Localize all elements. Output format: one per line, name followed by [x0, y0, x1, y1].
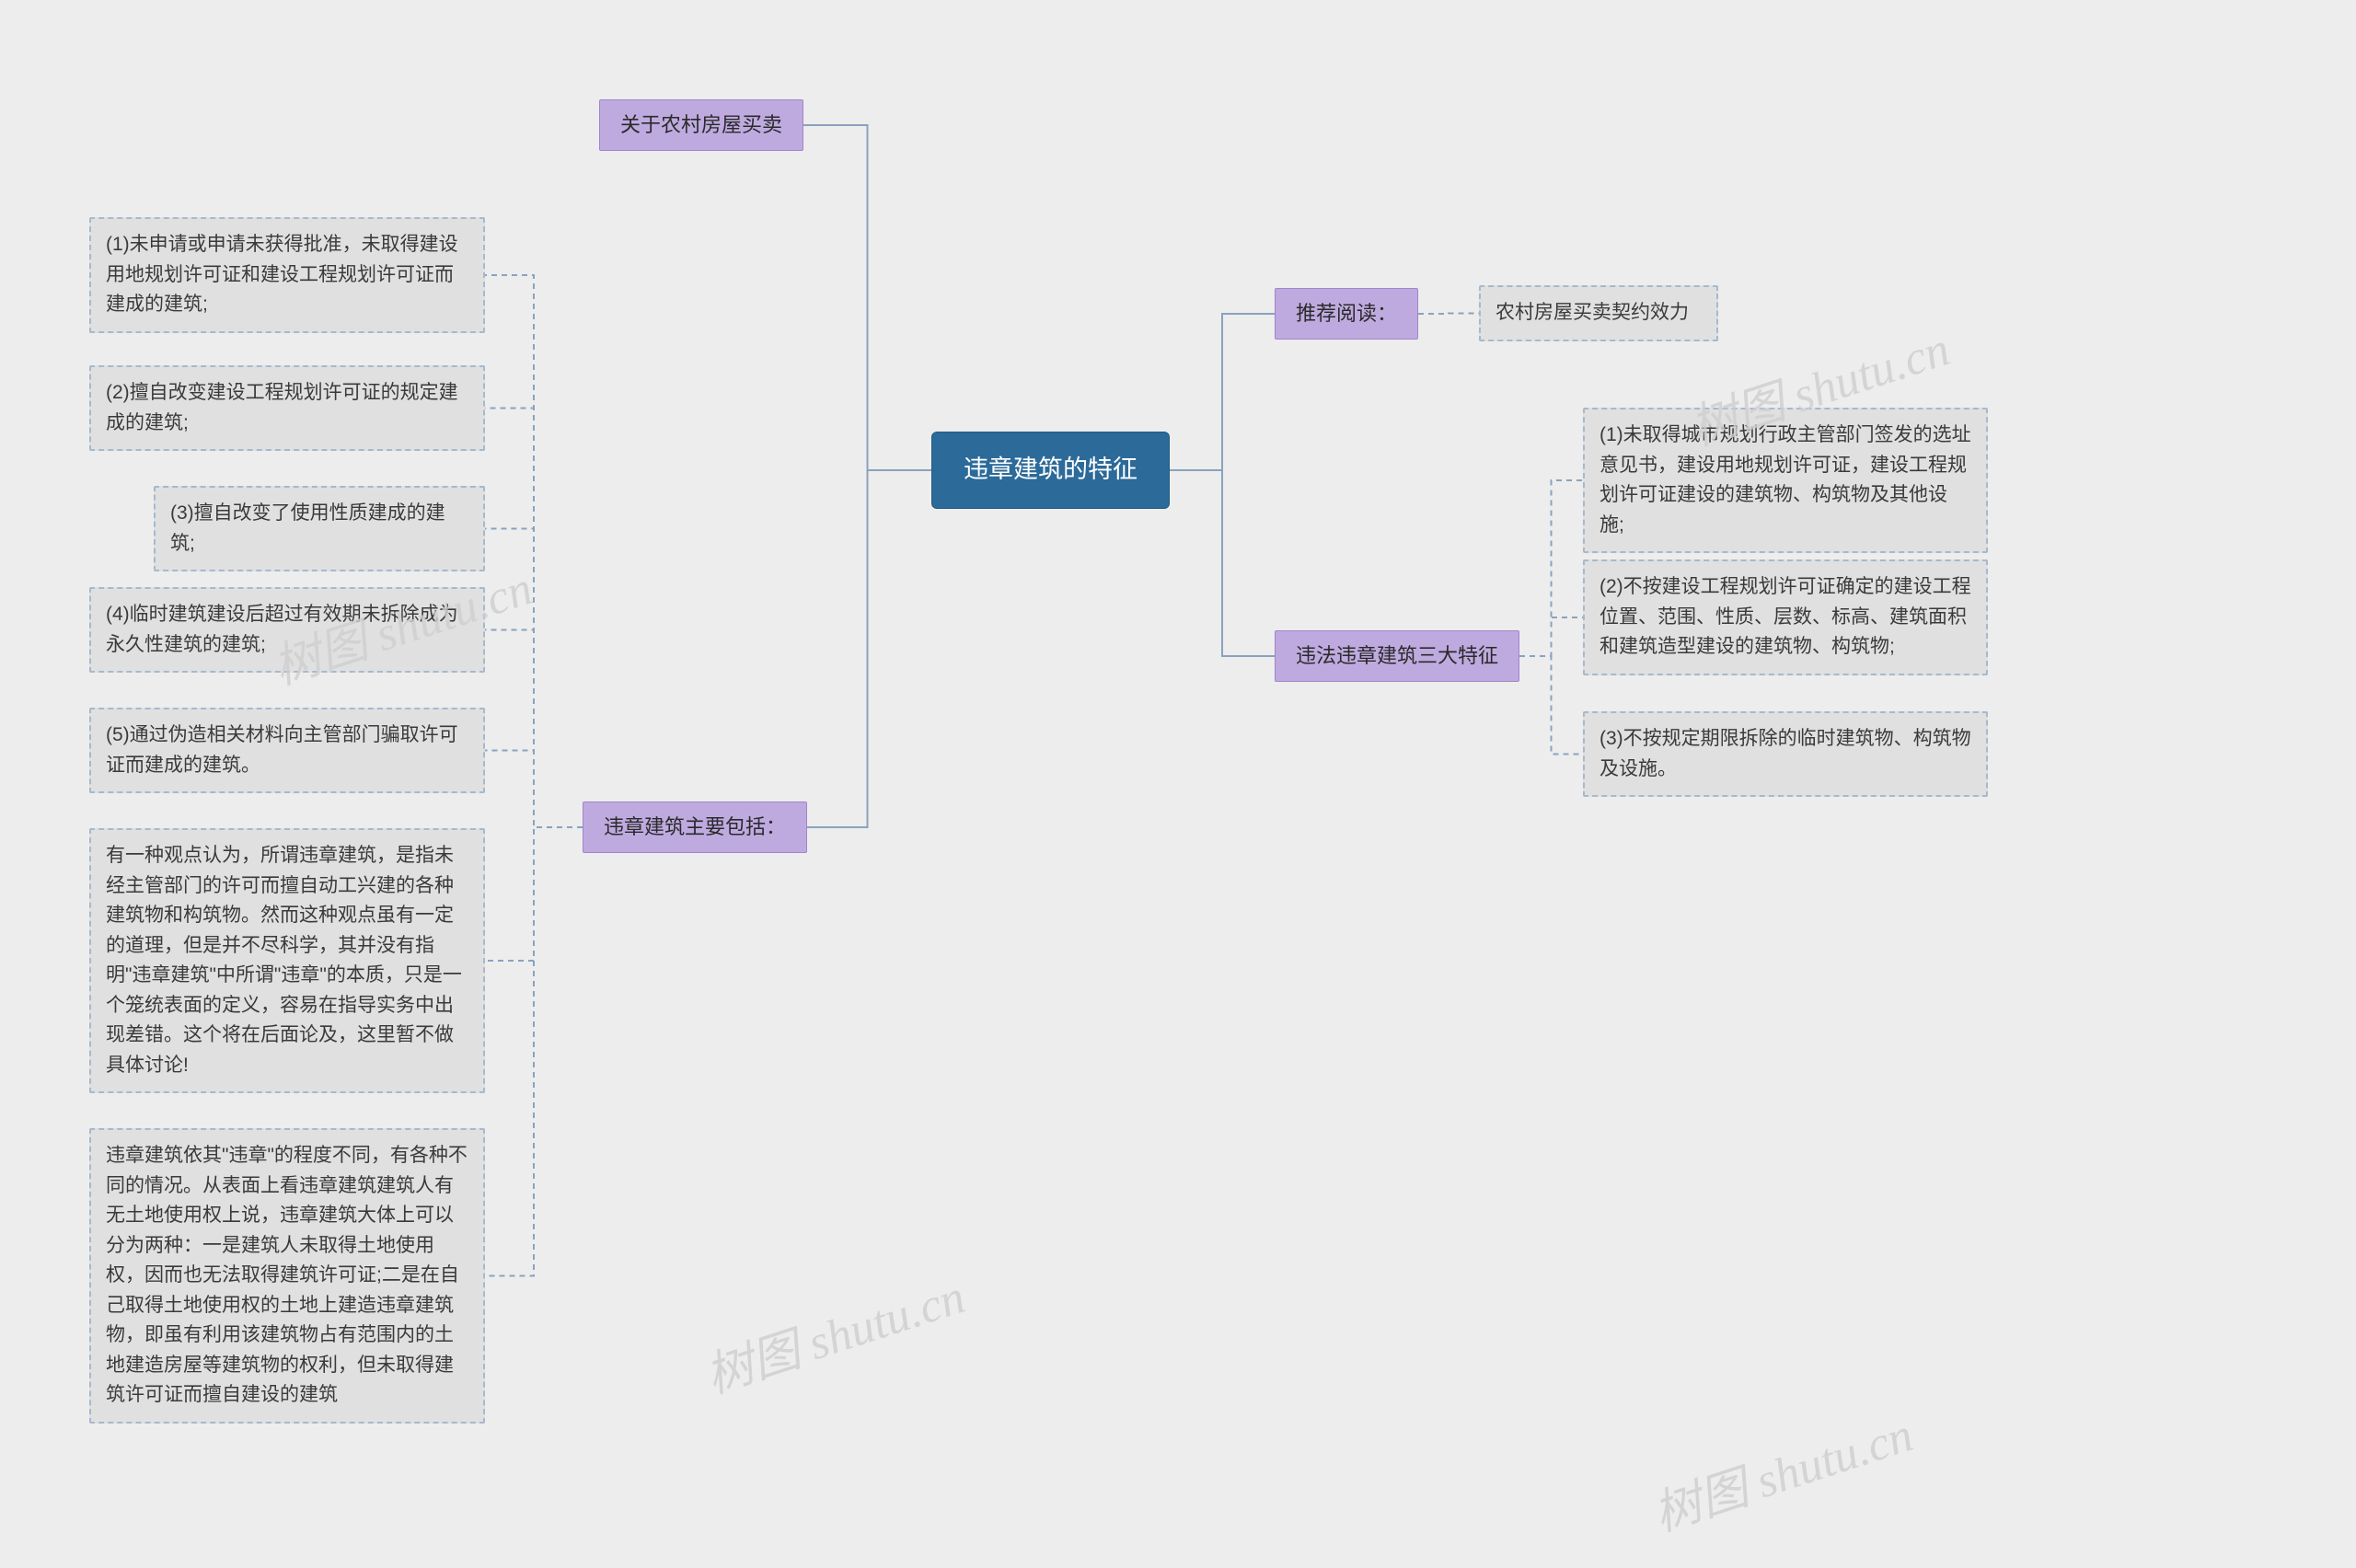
leaf-includes-2: (3)擅自改变了使用性质建成的建筑; [154, 486, 485, 571]
branch-rural-sale[interactable]: 关于农村房屋买卖 [599, 99, 803, 151]
leaf-includes-0: (1)未申请或申请未获得批准，未取得建设用地规划许可证和建设工程规划许可证而建成… [89, 217, 485, 333]
root-node[interactable]: 违章建筑的特征 [931, 432, 1170, 509]
leaf-includes-4: (5)通过伪造相关材料向主管部门骗取许可证而建成的建筑。 [89, 708, 485, 793]
branch-main-includes[interactable]: 违章建筑主要包括： [583, 801, 807, 853]
branch-recommend[interactable]: 推荐阅读： [1275, 288, 1418, 340]
leaf-includes-5: 有一种观点认为，所谓违章建筑，是指未经主管部门的许可而擅自动工兴建的各种建筑物和… [89, 828, 485, 1093]
leaf-three-features-2: (3)不按规定期限拆除的临时建筑物、构筑物及设施。 [1583, 711, 1988, 797]
leaf-recommend-0: 农村房屋买卖契约效力 [1479, 285, 1718, 341]
leaf-three-features-1: (2)不按建设工程规划许可证确定的建设工程位置、范围、性质、层数、标高、建筑面积… [1583, 559, 1988, 675]
mindmap-canvas: 违章建筑的特征 推荐阅读： 农村房屋买卖契约效力 违法违章建筑三大特征 (1)未… [0, 0, 2356, 1568]
branch-three-features[interactable]: 违法违章建筑三大特征 [1275, 630, 1519, 682]
leaf-includes-6: 违章建筑依其"违章"的程度不同，有各种不同的情况。从表面上看违章建筑建筑人有无土… [89, 1128, 485, 1424]
leaf-three-features-0: (1)未取得城市规划行政主管部门签发的选址意见书，建设用地规划许可证，建设工程规… [1583, 408, 1988, 553]
watermark: 树图 shutu.cn [696, 1258, 973, 1406]
leaf-includes-1: (2)擅自改变建设工程规划许可证的规定建成的建筑; [89, 365, 485, 451]
leaf-includes-3: (4)临时建筑建设后超过有效期未拆除成为永久性建筑的建筑; [89, 587, 485, 673]
watermark: 树图 shutu.cn [1644, 1396, 1921, 1544]
